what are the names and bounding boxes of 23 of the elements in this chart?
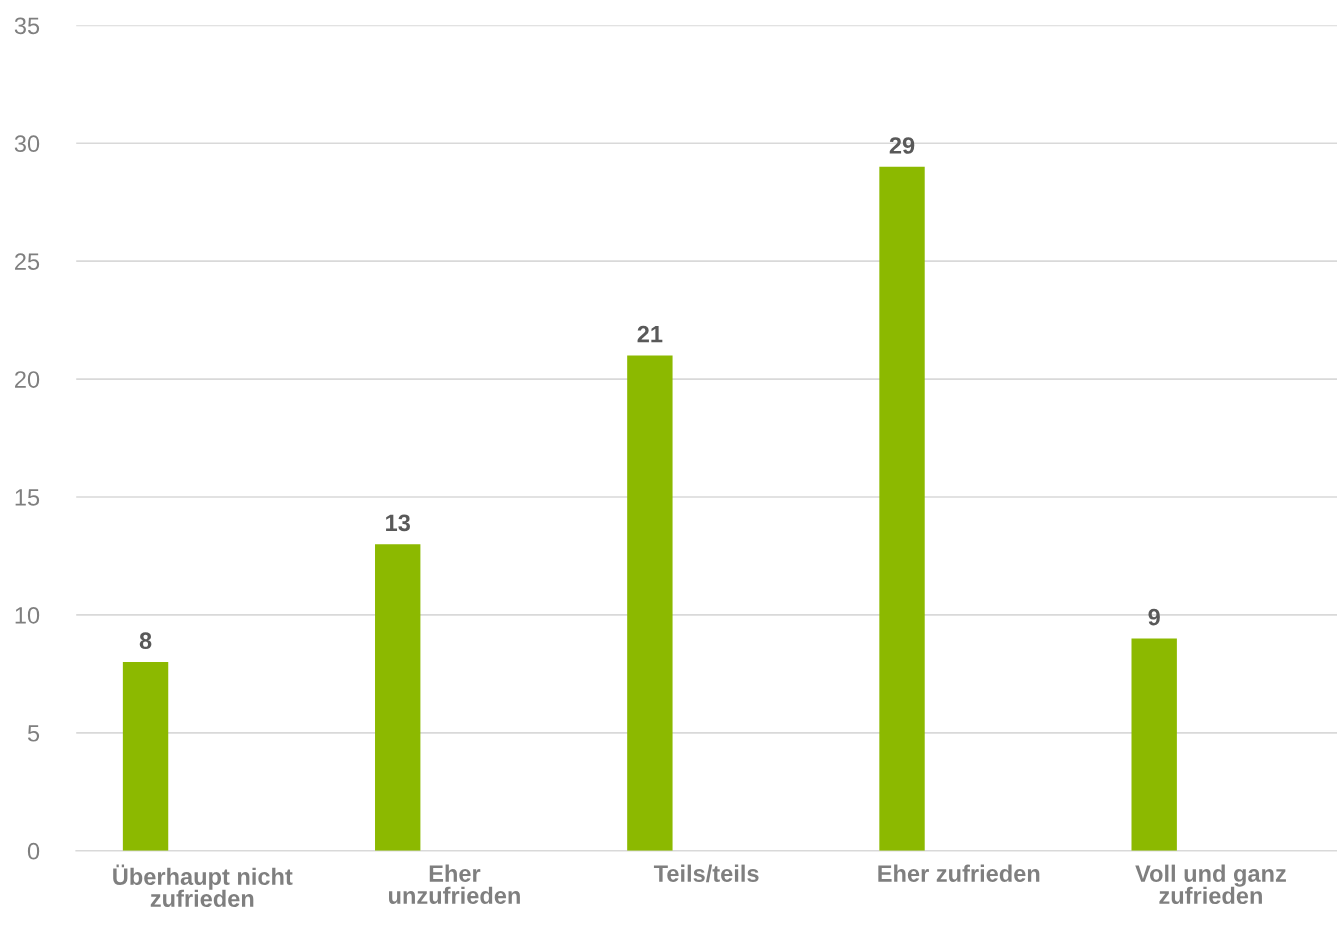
data-label: 13 [386,514,410,532]
data-label: 9 [1148,608,1160,626]
bar [627,355,673,851]
y-tick-label: 5 [27,725,40,742]
bar [879,166,925,851]
x-tick-label: Eher zufrieden [878,864,1040,882]
y-tick-label: 20 [15,371,40,388]
y-tick-label: 10 [15,606,40,624]
x-tick-label: Voll und ganz zufrieden [1135,864,1286,905]
y-tick-label: 25 [15,253,40,270]
bar [1131,638,1177,851]
y-tick-label: 35 [14,17,40,35]
y-tick-label: 0 [27,842,40,860]
data-label: 29 [889,137,915,154]
y-tick-label: 15 [15,489,40,506]
x-tick-label: Überhaupt nicht zufrieden [113,864,293,908]
y-tick-label: 30 [14,135,40,153]
x-tick-label: Teils/teils [653,864,759,883]
x-tick-label: Eher unzufrieden [389,864,520,904]
data-label: 8 [139,632,152,650]
bar [375,544,421,851]
bar [122,662,169,851]
data-label: 21 [637,325,663,343]
